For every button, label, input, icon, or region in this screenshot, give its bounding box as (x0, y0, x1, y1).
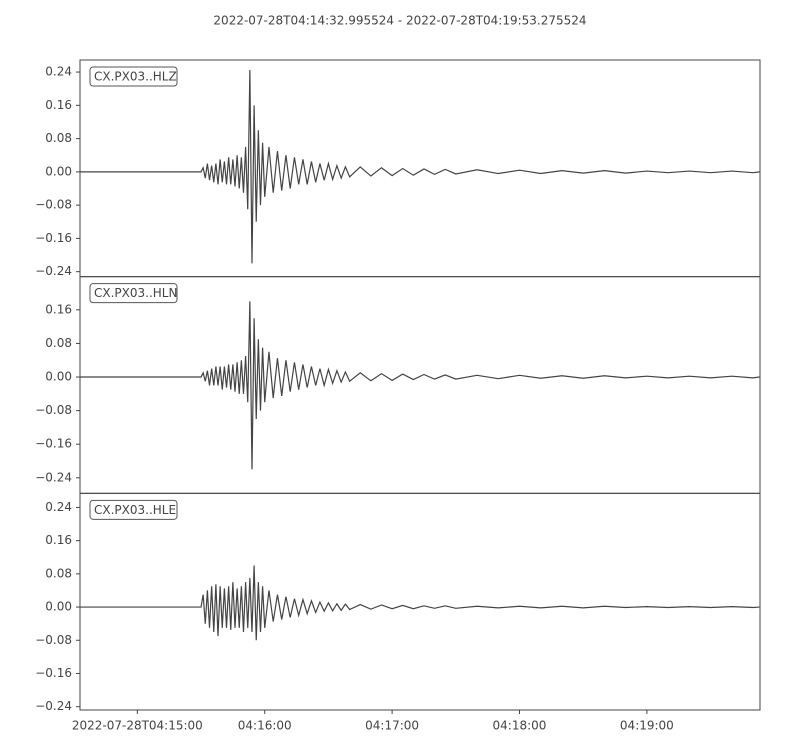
y-tick-label: 0.00 (45, 370, 72, 384)
chart-title: 2022-07-28T04:14:32.995524 - 2022-07-28T… (213, 14, 586, 28)
trace-label-box (89, 66, 178, 87)
x-tick-label: 2022-07-28T04:15:00 (72, 719, 203, 733)
y-tick-label: −0.08 (35, 633, 72, 647)
y-tick-label: −0.24 (35, 264, 72, 278)
waveform (80, 565, 760, 641)
waveform (80, 301, 760, 470)
y-tick-label: 0.24 (45, 65, 72, 79)
y-tick-label: −0.08 (35, 403, 72, 417)
y-tick-label: 0.08 (45, 336, 72, 350)
y-tick-label: −0.16 (35, 231, 72, 245)
panel-frame (79, 276, 761, 494)
x-tick-label: 04:17:00 (365, 719, 419, 733)
y-tick-label: −0.08 (35, 198, 72, 212)
y-tick-label: −0.16 (35, 437, 72, 451)
y-tick-label: 0.08 (45, 131, 72, 145)
y-tick-label: 0.16 (45, 302, 72, 316)
x-tick-label: 04:18:00 (493, 719, 547, 733)
y-tick-label: 0.00 (45, 600, 72, 614)
y-tick-label: −0.24 (35, 699, 72, 713)
y-tick-label: 0.24 (45, 500, 72, 514)
panel-frame (79, 59, 761, 278)
trace-label: CX.PX03..HLZ (94, 70, 177, 84)
trace-label-box (89, 499, 178, 520)
trace-label: CX.PX03..HLN (94, 286, 177, 300)
x-tick-label: 04:16:00 (238, 719, 292, 733)
y-tick-label: 0.08 (45, 566, 72, 580)
trace-label-box (89, 283, 178, 304)
y-tick-label: −0.24 (35, 470, 72, 484)
waveform (80, 69, 760, 264)
y-tick-label: 0.16 (45, 98, 72, 112)
y-tick-label: 0.00 (45, 164, 72, 178)
trace-label: CX.PX03..HLE (94, 503, 176, 517)
panel-frame (79, 492, 761, 711)
y-tick-label: −0.16 (35, 666, 72, 680)
y-tick-label: 0.16 (45, 533, 72, 547)
x-tick-label: 04:19:00 (620, 719, 674, 733)
